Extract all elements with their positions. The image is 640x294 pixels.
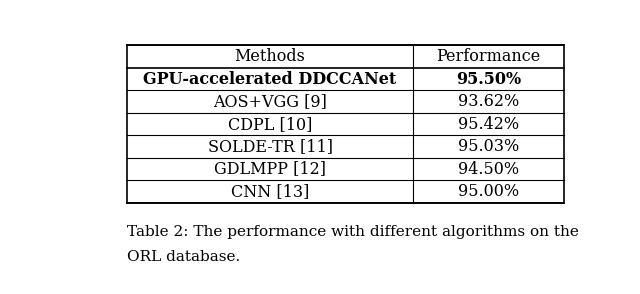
Text: 93.62%: 93.62% (458, 93, 519, 110)
Text: SOLDE-TR [11]: SOLDE-TR [11] (207, 138, 333, 155)
Text: GPU-accelerated DDCCANet: GPU-accelerated DDCCANet (143, 71, 397, 88)
Text: AOS+VGG [9]: AOS+VGG [9] (213, 93, 327, 110)
Text: Methods: Methods (235, 48, 305, 65)
Text: 95.50%: 95.50% (456, 71, 521, 88)
Text: 95.03%: 95.03% (458, 138, 519, 155)
Text: CNN [13]: CNN [13] (231, 183, 309, 200)
Text: Performance: Performance (436, 48, 540, 65)
Text: Table 2: The performance with different algorithms on the: Table 2: The performance with different … (127, 225, 579, 239)
Text: 95.42%: 95.42% (458, 116, 519, 133)
Text: 95.00%: 95.00% (458, 183, 519, 200)
Text: 94.50%: 94.50% (458, 161, 519, 178)
Text: GDLMPP [12]: GDLMPP [12] (214, 161, 326, 178)
Text: CDPL [10]: CDPL [10] (228, 116, 312, 133)
Text: ORL database.: ORL database. (127, 250, 241, 264)
